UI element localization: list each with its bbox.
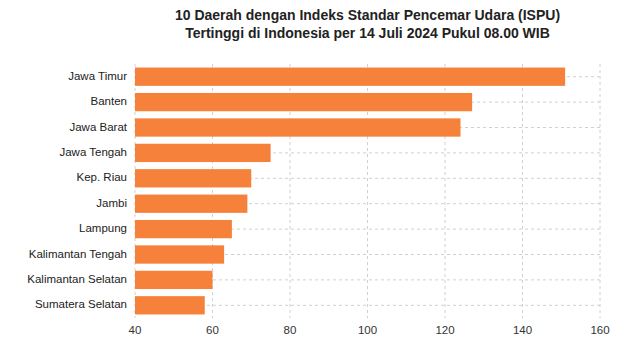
y-axis: Sumatera Selatan Kalimantan Selatan Kalima… (27, 70, 128, 311)
x-tick-label: 80 (284, 324, 297, 336)
chart-svg: 10 Daerah dengan Indeks Standar Pencemar… (0, 0, 620, 348)
y-tick-label: Jawa Timur (68, 70, 127, 82)
chart-title-line: 10 Daerah dengan Indeks Standar Pencemar… (175, 7, 560, 23)
y-tick-label: Kep. Riau (76, 171, 127, 183)
bar: Jawa Tengah: 75 (135, 144, 271, 162)
x-tick-label: 120 (435, 324, 454, 336)
y-tick-label: Kalimantan Selatan (27, 273, 127, 285)
grid-line-x (522, 64, 523, 318)
y-tick-label: Jawa Barat (69, 121, 127, 133)
bar: Jambi: 69 (135, 195, 247, 213)
bar: Jawa Barat: 124 (135, 118, 461, 136)
x-tick-label: 140 (513, 324, 532, 336)
bar: Banten: 127 (135, 93, 472, 111)
bar: Kalimantan Selatan: 60 (135, 271, 213, 289)
bar: Kalimantan Tengah: 63 (135, 245, 224, 263)
bars: Sumatera Selatan: 58 Kalimantan Selatan: … (135, 68, 565, 315)
y-tick-label: Sumatera Selatan (35, 298, 127, 310)
y-tick-label: Banten (91, 95, 127, 107)
chart-title-line: Tertinggi di Indonesia per 14 Juli 2024 … (185, 25, 550, 41)
x-tick-label: 60 (206, 324, 219, 336)
y-tick-label: Jawa Tengah (59, 146, 127, 158)
bar: Jawa Timur: 151 (135, 68, 565, 86)
y-tick-label: Kalimantan Tengah (29, 248, 127, 260)
y-tick-label: Lampung (79, 222, 127, 234)
x-tick-label: 100 (358, 324, 377, 336)
x-tick-label: 40 (129, 324, 142, 336)
bar: Sumatera Selatan: 58 (135, 296, 205, 314)
chart-container: 10 Daerah dengan Indeks Standar Pencemar… (0, 0, 620, 348)
x-axis: 40 60 80 100 120 140 160 (129, 324, 610, 336)
y-tick-label: Jambi (96, 197, 127, 209)
bar: Kep. Riau: 70 (135, 169, 251, 187)
chart-title: 10 Daerah dengan Indeks Standar Pencemar… (175, 7, 560, 41)
bar: Lampung: 65 (135, 220, 232, 238)
x-tick-label: 160 (590, 324, 609, 336)
